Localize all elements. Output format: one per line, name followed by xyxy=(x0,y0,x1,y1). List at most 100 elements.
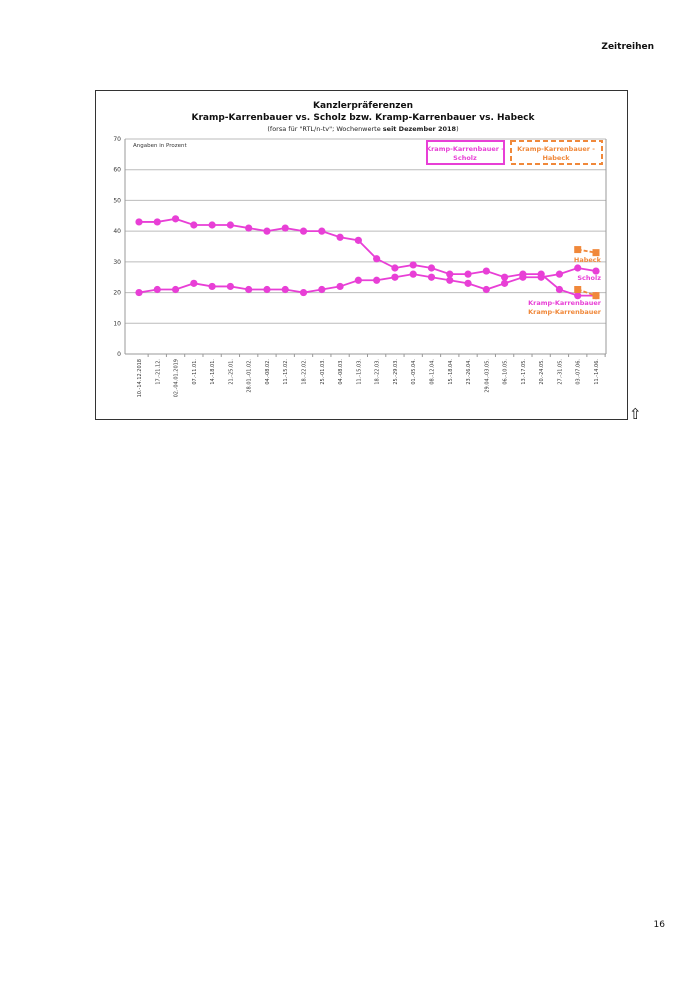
x-tick-label: 11.-15.02. xyxy=(283,359,289,385)
data-point xyxy=(208,221,216,229)
x-tick-label: 08.-12.04. xyxy=(429,359,435,385)
data-point xyxy=(263,227,271,235)
x-tick-label: 27.-31.05. xyxy=(557,359,563,385)
data-point xyxy=(391,264,399,272)
data-point xyxy=(555,285,564,294)
data-point xyxy=(555,270,564,278)
section-header: Zeitreihen xyxy=(601,42,654,52)
data-point xyxy=(574,246,582,254)
data-point xyxy=(135,218,143,226)
x-tick-label: 29.04.-03.05. xyxy=(484,359,490,393)
data-point xyxy=(427,273,436,281)
data-point xyxy=(391,273,399,281)
data-point xyxy=(446,270,454,278)
data-point xyxy=(446,276,454,284)
label-kk-magenta: Kramp-Karrenbauer xyxy=(528,299,602,307)
data-point xyxy=(409,270,417,278)
x-tick-label: 03.-07.06. xyxy=(576,359,582,385)
legend-kk-scholz-line2: Scholz xyxy=(453,154,477,162)
x-tick-label: 07.-11.01. xyxy=(192,359,198,385)
series-line-kramp-karrenbauer xyxy=(139,217,596,297)
data-point xyxy=(245,224,253,232)
label-scholz: Scholz xyxy=(577,274,601,282)
series-line-scholz xyxy=(138,267,597,294)
data-point xyxy=(592,292,600,300)
y-tick-label: 30 xyxy=(113,259,121,266)
y-tick-label: 60 xyxy=(113,167,121,174)
x-tick-label: 06.-10.05. xyxy=(503,359,509,385)
x-tick-label: 11.-15.03. xyxy=(356,359,362,385)
data-point xyxy=(190,221,198,229)
chart-frame: Kanzlerpräferenzen Kramp-Karrenbauer vs.… xyxy=(95,90,628,420)
data-point xyxy=(208,282,216,291)
chart-title: Kanzlerpräferenzen xyxy=(313,101,413,111)
data-point xyxy=(501,273,509,281)
label-kk-orange: Kramp-Karrenbauer xyxy=(528,308,602,316)
x-tick-label: 25.-01.03. xyxy=(320,359,326,385)
y-tick-label: 50 xyxy=(113,197,121,204)
x-tick-label: 02.-04.01.2019 xyxy=(174,359,180,397)
legend-kk-habeck-line2: Habeck xyxy=(542,154,570,162)
x-tick-label: 18.-22.02. xyxy=(302,359,308,385)
x-tick-label: 20.-24.05. xyxy=(539,359,545,385)
unit-note: Angaben in Prozent xyxy=(133,143,187,149)
chart-source-note: (forsa für "RTL/n-tv"; Wochenwerte seit … xyxy=(267,125,458,133)
data-point xyxy=(135,288,143,297)
data-point xyxy=(519,273,527,281)
x-tick-label: 15.-18.04. xyxy=(448,359,454,385)
data-point xyxy=(409,261,417,269)
data-point xyxy=(464,270,472,278)
data-point xyxy=(336,282,344,291)
data-point xyxy=(592,267,600,275)
data-point xyxy=(318,227,326,235)
legend-kk-habeck-line1: Kramp-Karrenbauer - xyxy=(517,145,595,153)
x-tick-label: 04.-08.02. xyxy=(265,359,271,385)
data-point xyxy=(427,264,436,272)
data-point xyxy=(592,249,600,257)
x-tick-label: 04.-08.03. xyxy=(338,359,344,385)
y-tick-label: 70 xyxy=(113,136,121,143)
data-point xyxy=(373,255,381,263)
legend-kk-scholz: Kramp-Karrenbauer - Scholz xyxy=(426,140,505,165)
data-point xyxy=(190,279,198,287)
data-point xyxy=(171,215,180,223)
data-point xyxy=(537,273,545,281)
data-point xyxy=(574,292,582,300)
data-point xyxy=(153,218,161,226)
data-point xyxy=(574,286,582,293)
data-point xyxy=(263,285,271,294)
data-point xyxy=(318,285,326,294)
x-tick-label: 13.-17.05. xyxy=(521,359,527,385)
data-point xyxy=(226,221,234,229)
x-tick-label: 18.-22.03. xyxy=(375,359,381,385)
data-point xyxy=(354,236,362,244)
data-point xyxy=(226,282,234,291)
x-tick-label: 10.-14.12.2018 xyxy=(137,359,143,397)
data-point xyxy=(281,224,289,232)
x-tick-label: 01.-05.04. xyxy=(411,359,417,385)
label-habeck: Habeck xyxy=(574,256,602,264)
data-point xyxy=(482,285,490,294)
x-tick-label: 14.-18.01. xyxy=(210,359,216,385)
x-tick-label: 23.-26.04. xyxy=(466,359,472,385)
x-tick-label: 25.-29.03. xyxy=(393,359,399,385)
data-point xyxy=(336,233,344,241)
x-tick-label: 21.-25.01. xyxy=(228,359,234,385)
data-point xyxy=(574,264,582,272)
data-point xyxy=(281,285,289,294)
data-point xyxy=(299,288,308,297)
data-point xyxy=(171,285,180,294)
data-point xyxy=(153,285,161,294)
x-tick-label: 17.-21.12. xyxy=(155,359,161,385)
legend-kk-scholz-line1: Kramp-Karrenbauer - xyxy=(426,145,504,153)
data-point xyxy=(299,227,308,235)
page-number: 16 xyxy=(653,920,665,930)
chart-subtitle: Kramp-Karrenbauer vs. Scholz bzw. Kramp-… xyxy=(191,113,535,123)
data-point xyxy=(482,267,490,275)
y-tick-label: 40 xyxy=(113,228,121,235)
x-tick-label: 11.-14.06. xyxy=(594,359,600,385)
data-point xyxy=(464,279,472,287)
up-arrow-icon[interactable]: ⇧ xyxy=(629,405,642,423)
x-tick-label: 28.01.-01.02. xyxy=(247,359,253,393)
data-point xyxy=(373,276,381,284)
